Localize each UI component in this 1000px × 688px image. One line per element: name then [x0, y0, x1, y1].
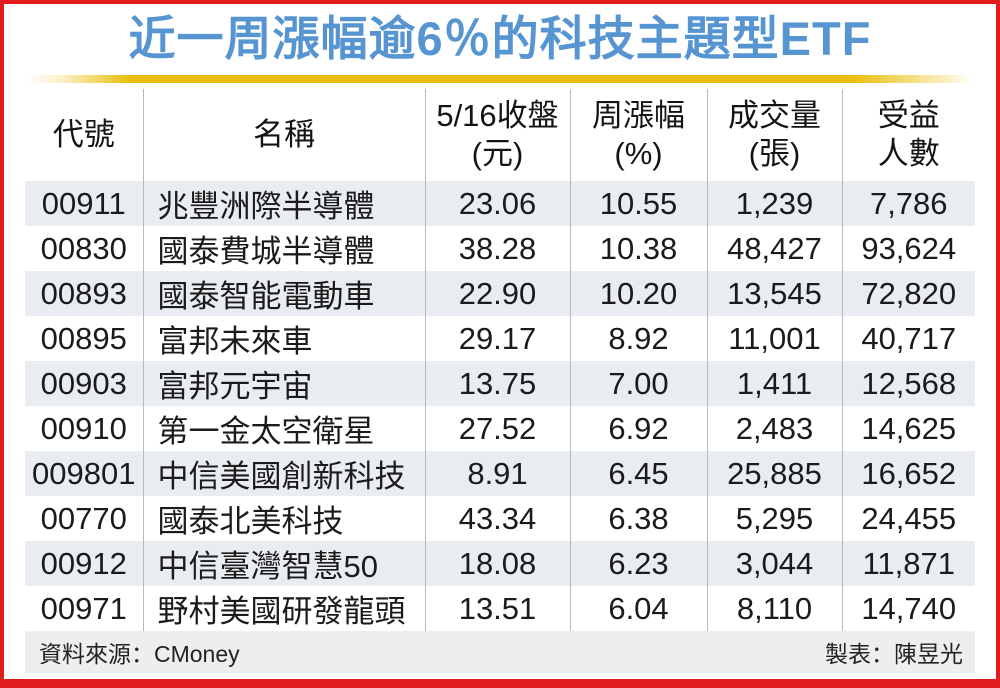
table-body: 00911 兆豐洲際半導體 23.06 10.55 1,239 7,786 00… [25, 181, 975, 631]
cell-code: 00893 [25, 271, 143, 316]
table-row: 00903 富邦元宇宙 13.75 7.00 1,411 12,568 [25, 361, 975, 406]
col-header-holders-sub: 人數 [877, 136, 940, 171]
footer: 資料來源：CMoney 製表：陳昱光 [25, 631, 975, 673]
table-row: 00770 國泰北美科技 43.34 6.38 5,295 24,455 [25, 496, 975, 541]
col-header-code: 代號 [25, 89, 143, 181]
col-header-change-label: 周漲幅 [592, 98, 685, 133]
cell-code: 00911 [25, 181, 143, 226]
cell-volume: 1,239 [706, 181, 842, 226]
cell-change: 6.23 [569, 541, 707, 586]
cell-change: 8.92 [569, 316, 707, 361]
cell-code: 00910 [25, 406, 143, 451]
cell-close: 22.90 [424, 271, 570, 316]
col-header-code-label: 代號 [52, 117, 115, 152]
page-title: 近一周漲幅逾6％的科技主題型ETF [128, 12, 872, 65]
col-header-volume-label: 成交量 [728, 98, 821, 133]
cell-volume: 48,427 [706, 226, 842, 271]
cell-close: 29.17 [424, 316, 570, 361]
col-header-name-label: 名稱 [253, 117, 315, 152]
cell-close: 27.52 [424, 406, 570, 451]
cell-change: 10.55 [569, 181, 707, 226]
cell-volume: 1,411 [706, 361, 842, 406]
cell-close: 18.08 [424, 541, 570, 586]
header-row: 代號 名稱 5/16收盤 (元) 周漲幅 (%) 成交量 (張) [25, 89, 975, 181]
cell-holders: 24,455 [841, 496, 975, 541]
cell-volume: 8,110 [706, 586, 842, 631]
cell-name: 兆豐洲際半導體 [142, 181, 425, 226]
table-row: 00971 野村美國研發龍頭 13.51 6.04 8,110 14,740 [25, 586, 975, 631]
cell-close: 43.34 [424, 496, 570, 541]
cell-name: 中信美國創新科技 [142, 451, 425, 496]
cell-change: 6.92 [569, 406, 707, 451]
cell-name: 野村美國研發龍頭 [142, 586, 425, 631]
cell-name: 富邦未來車 [142, 316, 425, 361]
col-header-volume-unit: (張) [748, 136, 801, 171]
cell-name: 中信臺灣智慧50 [142, 541, 425, 586]
cell-holders: 14,625 [841, 406, 975, 451]
cell-holders: 72,820 [841, 271, 975, 316]
cell-name: 富邦元宇宙 [142, 361, 425, 406]
cell-volume: 25,885 [706, 451, 842, 496]
cell-close: 13.51 [424, 586, 570, 631]
table-row: 00895 富邦未來車 29.17 8.92 11,001 40,717 [25, 316, 975, 361]
cell-volume: 11,001 [706, 316, 842, 361]
cell-volume: 2,483 [706, 406, 842, 451]
cell-change: 6.04 [569, 586, 707, 631]
cell-close: 38.28 [424, 226, 570, 271]
cell-code: 00830 [25, 226, 143, 271]
col-header-holders: 受益 人數 [841, 89, 975, 181]
cell-holders: 16,652 [841, 451, 975, 496]
cell-code: 009801 [25, 451, 143, 496]
col-header-close-label: 5/16收盤 [436, 98, 559, 133]
col-header-close: 5/16收盤 (元) [424, 89, 570, 181]
table-row: 00911 兆豐洲際半導體 23.06 10.55 1,239 7,786 [25, 181, 975, 226]
col-header-holders-label: 受益 [877, 98, 940, 133]
cell-name: 國泰智能電動車 [142, 271, 425, 316]
cell-change: 7.00 [569, 361, 707, 406]
cell-code: 00912 [25, 541, 143, 586]
cell-name: 第一金太空衛星 [142, 406, 425, 451]
cell-holders: 11,871 [841, 541, 975, 586]
col-header-change: 周漲幅 (%) [569, 89, 707, 181]
etf-table: 代號 名稱 5/16收盤 (元) 周漲幅 (%) 成交量 (張) [25, 89, 975, 631]
table-row: 00912 中信臺灣智慧50 18.08 6.23 3,044 11,871 [25, 541, 975, 586]
credit-note: 製表：陳昱光 [825, 641, 963, 667]
cell-holders: 12,568 [841, 361, 975, 406]
title-underline-bar [26, 75, 974, 83]
table-row: 00893 國泰智能電動車 22.90 10.20 13,545 72,820 [25, 271, 975, 316]
col-header-volume: 成交量 (張) [706, 89, 842, 181]
cell-change: 6.45 [569, 451, 707, 496]
cell-code: 00903 [25, 361, 143, 406]
cell-change: 10.20 [569, 271, 707, 316]
col-header-change-unit: (%) [614, 136, 663, 171]
cell-close: 23.06 [424, 181, 570, 226]
cell-holders: 7,786 [841, 181, 975, 226]
cell-close: 13.75 [424, 361, 570, 406]
cell-code: 00895 [25, 316, 143, 361]
cell-name: 國泰費城半導體 [142, 226, 425, 271]
cell-code: 00770 [25, 496, 143, 541]
table-header: 代號 名稱 5/16收盤 (元) 周漲幅 (%) 成交量 (張) [25, 89, 975, 181]
col-header-name: 名稱 [142, 89, 425, 181]
cell-name: 國泰北美科技 [142, 496, 425, 541]
table-row: 00830 國泰費城半導體 38.28 10.38 48,427 93,624 [25, 226, 975, 271]
table-row: 009801 中信美國創新科技 8.91 6.45 25,885 16,652 [25, 451, 975, 496]
table-row: 00910 第一金太空衛星 27.52 6.92 2,483 14,625 [25, 406, 975, 451]
cell-close: 8.91 [424, 451, 570, 496]
cell-volume: 13,545 [706, 271, 842, 316]
etf-infographic: 近一周漲幅逾6％的科技主題型ETF 代號 名稱 5/16收盤 (元) 周漲幅 [4, 4, 996, 673]
cell-volume: 3,044 [706, 541, 842, 586]
cell-holders: 40,717 [841, 316, 975, 361]
col-header-close-unit: (元) [471, 136, 524, 171]
cell-volume: 5,295 [706, 496, 842, 541]
cell-change: 10.38 [569, 226, 707, 271]
cell-holders: 14,740 [841, 586, 975, 631]
cell-change: 6.38 [569, 496, 707, 541]
cell-code: 00971 [25, 586, 143, 631]
source-note: 資料來源：CMoney [39, 641, 240, 667]
cell-holders: 93,624 [841, 226, 975, 271]
